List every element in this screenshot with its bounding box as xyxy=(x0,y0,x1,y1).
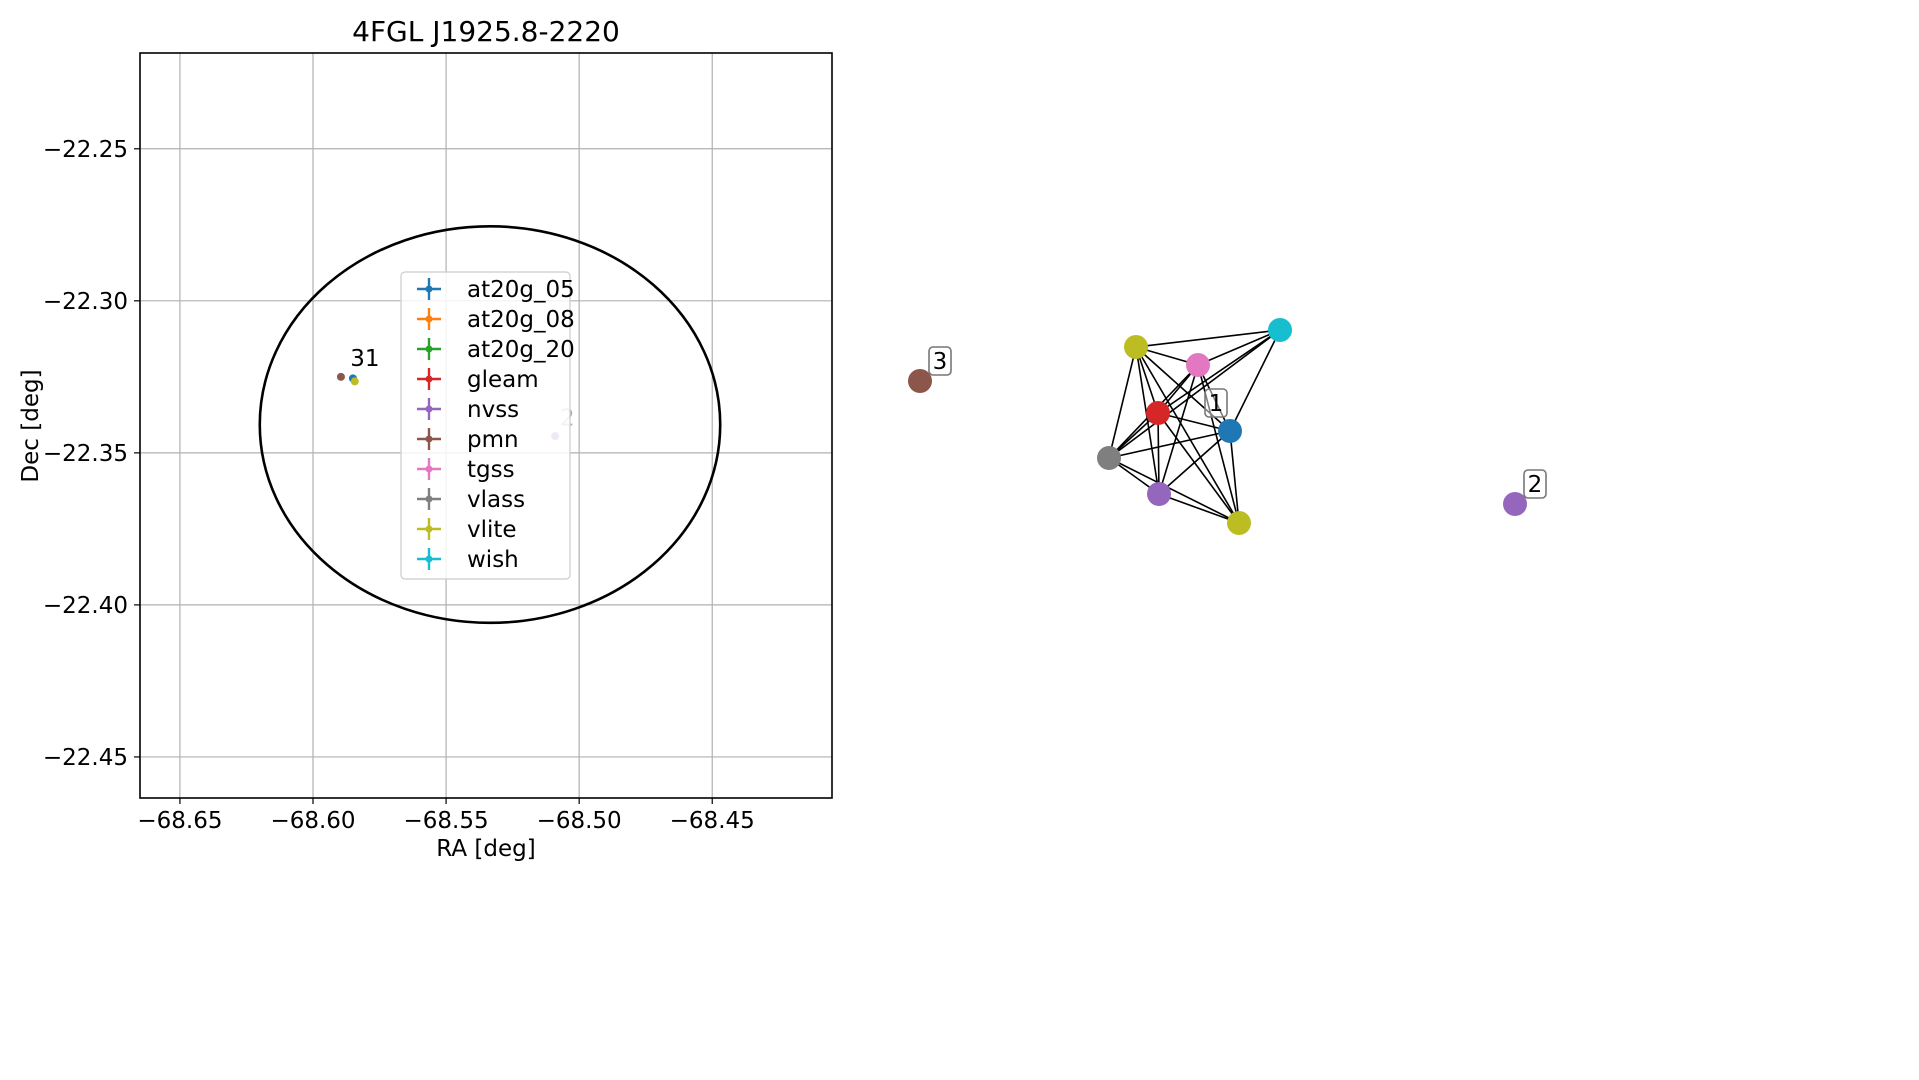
network-label-box xyxy=(1204,388,1228,418)
legend-entry: at20g_05 xyxy=(467,277,575,303)
network-edge xyxy=(1135,346,1160,495)
grid xyxy=(140,53,832,798)
x-tick-label: −68.50 xyxy=(537,808,622,834)
network-labels: 3 1 2 xyxy=(928,346,1547,499)
x-tick-label: −68.60 xyxy=(270,808,355,834)
network-node-purple-right xyxy=(1503,492,1527,516)
network-label-box xyxy=(1523,469,1547,499)
legend-entry: vlite xyxy=(467,517,517,543)
legend-marker-dot xyxy=(425,435,433,443)
network-edge xyxy=(1158,430,1231,495)
legend-entry: gleam xyxy=(467,367,539,393)
y-tick-label: −22.35 xyxy=(43,441,128,467)
legend-marker-dot xyxy=(425,345,433,353)
network-label: 2 xyxy=(1528,472,1543,498)
point-vlite xyxy=(350,377,359,386)
network-node-olive-bottom xyxy=(1227,511,1251,535)
x-axis-label: RA [deg] xyxy=(436,836,535,862)
network-edge xyxy=(1197,329,1281,366)
network-edge xyxy=(1157,412,1231,432)
network-edge xyxy=(1157,412,1240,524)
network-node-purple-mid xyxy=(1147,482,1171,506)
chart-title: 4FGL J1925.8-2220 xyxy=(352,15,620,48)
network-node-gray xyxy=(1097,446,1121,470)
network-edge xyxy=(1108,329,1281,459)
network-label: 3 xyxy=(933,349,948,375)
legend-marker-dot xyxy=(425,405,433,413)
legend-entry: at20g_08 xyxy=(467,307,575,333)
network-label: 1 xyxy=(1209,391,1224,417)
legend-entry: vlass xyxy=(467,487,525,513)
network-node-pink xyxy=(1186,353,1210,377)
network-edge xyxy=(1158,493,1240,524)
uncertainty-ellipse xyxy=(258,225,722,625)
network-edge xyxy=(1108,346,1137,459)
legend-marker-dot xyxy=(425,285,433,293)
network-node-blue xyxy=(1218,419,1242,443)
network-edge xyxy=(1135,329,1281,348)
legend-marker-dot xyxy=(425,495,433,503)
legend-entry: nvss xyxy=(467,397,519,423)
legend-marker-dot xyxy=(425,375,433,383)
network-edge xyxy=(1229,329,1281,432)
x-tick-label: −68.45 xyxy=(670,808,755,834)
plot-frame xyxy=(139,52,833,799)
legend-entry: pmn xyxy=(467,427,519,453)
axis-ticks: −68.65 −68.60 −68.55 −68.50 −68.45 −22.25 −22.… xyxy=(43,137,755,834)
legend-box xyxy=(400,271,571,580)
uncertainty-ellipse-shape xyxy=(258,225,722,625)
y-tick-label: −22.30 xyxy=(43,289,128,315)
network-edge xyxy=(1157,329,1281,414)
y-tick-label: −22.25 xyxy=(43,137,128,163)
network-edge xyxy=(1229,430,1240,524)
legend-marker-dot xyxy=(425,555,433,563)
legend-marker-dot xyxy=(425,525,433,533)
network-edge xyxy=(1158,364,1199,495)
network-node-red xyxy=(1146,401,1170,425)
legend-marker-dot xyxy=(425,465,433,473)
y-axis-label: Dec [deg] xyxy=(18,369,44,482)
network-node-olive-top xyxy=(1124,335,1148,359)
network-edge xyxy=(1135,346,1240,524)
legend-marker-dot xyxy=(425,315,433,323)
scatter-panel: 4FGL J1925.8-2220 312 at20g_05at20g_08at… xyxy=(18,15,833,862)
network-nodes xyxy=(908,318,1527,535)
x-tick-label: −68.55 xyxy=(404,808,489,834)
network-edge xyxy=(1108,430,1231,459)
y-tick-label: −22.40 xyxy=(43,593,128,619)
network-node-brown xyxy=(908,369,932,393)
x-tick-label: −68.65 xyxy=(137,808,222,834)
network-panel: 3 1 2 xyxy=(908,318,1547,535)
network-edges xyxy=(1108,329,1281,524)
legend-entry: wish xyxy=(467,547,519,573)
network-edge xyxy=(1157,412,1160,495)
y-tick-label: −22.45 xyxy=(43,745,128,771)
point-pmn xyxy=(336,372,345,381)
legend-entry: at20g_20 xyxy=(467,337,575,363)
network-edge xyxy=(1108,457,1240,524)
point-annotation: 31 xyxy=(350,346,379,372)
network-label-box xyxy=(928,346,952,376)
network-node-cyan xyxy=(1268,318,1292,342)
legend-entry: tgss xyxy=(467,457,515,483)
